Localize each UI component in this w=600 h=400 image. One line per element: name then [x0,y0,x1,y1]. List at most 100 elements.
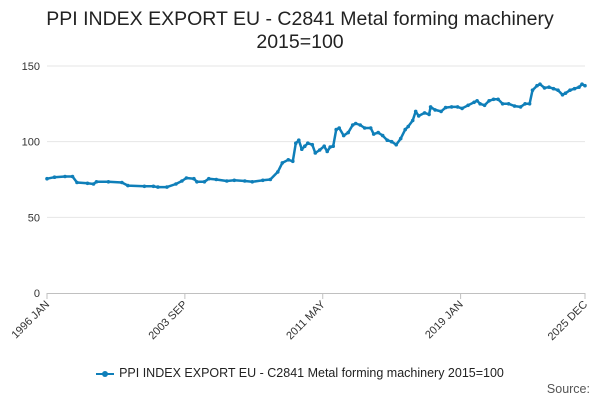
data-point-82 [496,97,500,102]
data-point-32 [291,159,295,164]
data-point-20 [202,180,207,184]
data-point-27 [261,178,265,183]
data-point-35 [300,147,304,151]
data-point-75 [466,103,470,108]
data-point-76 [472,100,476,105]
series-line-0 [45,82,587,189]
data-point-67 [427,112,431,117]
data-point-58 [389,139,394,144]
data-point-40 [317,148,322,152]
source-label: Source: [546,382,590,396]
data-point-33 [294,141,298,145]
data-point-25 [243,179,247,183]
data-point-8 [106,180,111,184]
y-tick-label-50: 50 [28,212,40,224]
data-point-39 [313,151,318,155]
data-point-10 [126,183,130,188]
data-point-100 [577,85,581,89]
data-point-2 [63,174,67,179]
data-point-66 [422,111,427,115]
data-point-44 [331,144,336,148]
data-point-56 [380,133,385,138]
data-point-65 [416,114,421,118]
data-point-85 [512,104,517,108]
data-point-102 [583,83,587,88]
axes [46,293,586,299]
x-tick-label-4: 2025 DEC [546,299,590,343]
data-point-29 [276,170,280,174]
data-point-21 [207,176,211,181]
data-point-98 [568,88,572,92]
data-point-87 [523,102,527,106]
data-point-90 [535,83,539,88]
data-point-81 [491,97,496,102]
data-point-11 [142,184,147,189]
data-point-68 [428,105,433,109]
y-tick-label-100: 100 [22,137,40,149]
y-tick-label-0: 0 [34,288,40,300]
data-point-50 [353,121,358,126]
x-tick-label-1: 2003 SEP [146,299,190,343]
legend-series-marker [96,369,115,379]
data-point-83 [500,102,505,106]
data-point-57 [385,138,390,142]
data-point-41 [322,144,327,148]
data-point-26 [250,180,255,184]
data-point-18 [192,176,196,181]
data-point-5 [85,181,90,186]
data-point-14 [165,185,169,189]
chart-title: PPI INDEX EXPORT EU - C2841 Metal formin… [0,8,600,54]
data-point-42 [325,149,330,154]
data-point-49 [350,123,355,127]
data-point-101 [580,82,584,86]
data-point-38 [310,142,315,147]
data-point-71 [443,105,448,110]
data-point-43 [328,145,333,149]
x-tick-label-2: 2011 MAY [284,298,328,342]
data-point-73 [455,105,460,109]
legend[interactable]: PPI INDEX EXPORT EU - C2841 Metal formin… [0,366,600,380]
data-point-80 [487,99,491,103]
data-point-47 [341,133,346,138]
data-point-12 [151,184,156,189]
chart-title-line-1: PPI INDEX EXPORT EU - C2841 Metal formin… [46,8,554,30]
data-point-15 [174,182,178,186]
data-point-0 [45,176,49,181]
data-point-19 [195,180,199,184]
data-point-62 [406,124,411,129]
legend-series-label: PPI INDEX EXPORT EU - C2841 Metal formin… [119,366,504,380]
data-point-89 [530,88,535,92]
data-point-72 [449,105,454,109]
data-point-70 [439,109,443,114]
data-point-16 [180,179,184,183]
data-point-94 [551,86,556,91]
data-point-51 [358,123,363,127]
data-point-79 [482,103,487,108]
data-point-53 [368,126,373,130]
data-point-77 [475,99,479,103]
data-point-48 [346,130,351,135]
data-point-45 [334,127,339,132]
data-point-54 [371,132,376,136]
data-point-91 [538,82,542,86]
data-point-13 [156,185,160,189]
data-point-9 [120,180,124,185]
data-point-31 [286,158,291,162]
data-point-7 [94,180,99,184]
data-point-28 [268,177,273,182]
data-point-17 [184,176,189,180]
data-point-61 [403,127,408,132]
series-layer [45,82,587,189]
data-point-46 [337,126,342,130]
data-point-37 [306,141,310,145]
data-point-97 [563,91,568,95]
x-tick-label-0: 1996 JAN [9,299,52,342]
data-point-36 [303,144,307,148]
data-point-34 [297,138,301,142]
data-point-88 [527,102,532,106]
data-point-60 [398,136,403,141]
data-point-3 [70,174,75,179]
y-tick-label-150: 150 [22,61,40,73]
data-point-95 [556,88,560,92]
